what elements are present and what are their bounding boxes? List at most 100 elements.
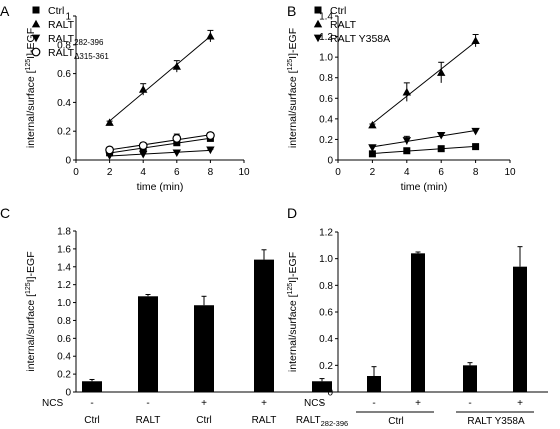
- panel-a-x-tick-label: 4: [140, 167, 146, 178]
- panel-a-legend-marker: [31, 47, 41, 57]
- panel-a-trendline: [109, 134, 211, 151]
- panel-b-x-tick-label: 10: [504, 167, 516, 178]
- panel-c-y-tick-label: 0.2: [57, 370, 71, 381]
- panel-d-y-tick-label: 0.2: [319, 361, 333, 372]
- panel-a-trendline: [109, 35, 211, 122]
- panel-c-y-tick-label: 0.4: [57, 352, 71, 363]
- panel-d-ncs-value: +: [517, 398, 523, 409]
- panel-a-y-tick-label: 0: [65, 156, 71, 167]
- panel-b-x-axis-label: time (min): [401, 181, 448, 193]
- panel-b-y-tick-label: 0: [327, 156, 333, 167]
- panel-b-data-point: [472, 143, 480, 151]
- panel-d-ncs-value: +: [415, 398, 421, 409]
- panel-b-y-tick-label: 0.6: [319, 94, 333, 105]
- panel-a-y-tick-label: 0.4: [57, 98, 71, 109]
- panel-c-bar-chart: 0 0.2 0.4 0.6 0.8 1.0 1.2 1.4 1.6 1.8 internal/sur…: [25, 227, 348, 429]
- panel-c-category-label: Ctrl: [84, 415, 100, 426]
- panel-a-y-tick-label: 0.2: [57, 127, 71, 138]
- panel-c-y-tick-label: 1.0: [57, 298, 71, 309]
- panel-b-x-tick-label: 4: [404, 167, 410, 178]
- panel-c-y-tick-label: 1.6: [57, 244, 71, 255]
- panel-a-x-tick-label: 0: [73, 167, 79, 178]
- panel-label-d: D: [287, 205, 297, 221]
- panel-c-y-tick-label: 1.8: [57, 227, 71, 238]
- panel-a-y-tick-label: 0.6: [57, 69, 71, 80]
- panel-d-bar-chart: 0 0.2 0.4 0.6 0.8 1.0 1.2 internal/surface [125…: [287, 228, 548, 427]
- panel-d-ncs-value: -: [468, 398, 471, 409]
- panel-d-y-tick-label: 1.2: [319, 228, 333, 239]
- panel-a-data-point: [206, 31, 215, 40]
- panel-b-line-chart: 0 0.2 0.4 0.6 0.8 1.0 1.2 1.4 0 2 4 6 8 10 time (min) i…: [287, 5, 516, 193]
- panel-c-bar: [138, 296, 158, 392]
- panel-a-data-point: [172, 133, 182, 143]
- panel-a-x-tick-label: 6: [174, 167, 180, 178]
- panel-a-legend-marker: [31, 34, 41, 43]
- panel-b-legend-marker: [314, 6, 322, 14]
- panel-c-category-label: RALT: [136, 415, 161, 426]
- panel-b-legend-marker: [313, 19, 323, 28]
- panel-b-data-point: [403, 147, 411, 155]
- panel-b-y-tick-label: 1.4: [319, 12, 333, 23]
- panel-b-data-point: [402, 137, 411, 145]
- panel-a-x-tick-label: 2: [107, 167, 113, 178]
- panel-b-data-point: [471, 36, 480, 45]
- panel-d-ncs-value: -: [372, 398, 375, 409]
- panel-b-data-point: [368, 120, 377, 129]
- panel-a-x-tick-label: 10: [238, 167, 250, 178]
- panel-b-y-axis-label: internal/surface [125I]-EGF: [287, 28, 299, 148]
- panel-a-data-point: [172, 62, 181, 70]
- panel-c-bar: [194, 305, 214, 392]
- panel-b-x-tick-label: 0: [335, 167, 341, 178]
- panel-a-legend-label: Ctrl: [48, 5, 64, 17]
- panel-d-bar: [463, 365, 477, 392]
- panel-a-y-axis-label: internal/surface [125I]-EGF: [25, 28, 37, 148]
- panel-b-legend-label: RALT Y358A: [330, 33, 390, 45]
- panel-label-c: C: [0, 205, 10, 221]
- panel-d-group-label: RALT Y358A: [467, 416, 525, 427]
- panel-c-y-tick-label: 0: [65, 388, 71, 399]
- panel-b-data-point: [437, 131, 446, 140]
- panel-b-data-point: [471, 127, 480, 136]
- panel-b-legend-marker: [313, 34, 323, 43]
- panel-b-y-tick-label: 1.0: [319, 53, 333, 64]
- panel-c-y-tick-label: 1.4: [57, 262, 71, 273]
- panel-a-data-point: [139, 150, 148, 159]
- panel-label-a: A: [0, 3, 10, 19]
- panel-a-data-point: [172, 149, 181, 157]
- panel-b-legend-label: Ctrl: [330, 5, 346, 17]
- panel-c-ncs-value: -: [146, 398, 149, 409]
- panel-c-y-tick-label: 0.8: [57, 316, 71, 327]
- panel-a-y-tick-label: 1: [65, 12, 71, 23]
- panel-d-y-tick-label: 0.8: [319, 281, 333, 292]
- panel-b-data-point: [437, 145, 445, 153]
- panel-c-category-label: RALT282-396: [296, 415, 348, 428]
- panel-b-trendline: [372, 145, 476, 155]
- panel-c-y-tick-label: 1.2: [57, 280, 71, 291]
- panel-b-x-tick-label: 6: [438, 167, 444, 178]
- panel-b-y-tick-label: 0.8: [319, 73, 333, 84]
- panel-d-y-tick-label: 0: [327, 388, 333, 399]
- panel-c-bar: [254, 259, 274, 392]
- panel-c-y-tick-label: 0.6: [57, 334, 71, 345]
- panel-a-legend-label: RALT: [48, 19, 75, 31]
- panel-c-bar: [82, 381, 102, 392]
- panel-b-data-point: [368, 150, 376, 158]
- panel-d-y-tick-label: 0.4: [319, 334, 333, 345]
- panel-c-ncs-value: +: [261, 398, 267, 409]
- panel-a-data-point: [139, 85, 148, 93]
- panel-d-bar: [513, 266, 527, 392]
- panel-a-trendline: [109, 149, 211, 157]
- panel-b-x-tick-label: 8: [473, 167, 479, 178]
- panel-c-bar: [312, 381, 332, 392]
- panel-a-legend-marker: [31, 19, 41, 28]
- panel-b-data-point: [437, 68, 446, 76]
- panel-a-data-point: [205, 131, 215, 140]
- panel-a-data-point: [105, 145, 114, 155]
- panel-b-y-tick-label: 0.4: [319, 114, 333, 125]
- panel-a-data-point: [105, 152, 114, 160]
- panel-a-x-tick-label: 8: [208, 167, 214, 178]
- panel-c-ncs-value: +: [201, 398, 207, 409]
- panel-label-b: B: [287, 3, 296, 19]
- panel-c-y-axis-label: internal/surface [125I]-EGF: [25, 251, 37, 371]
